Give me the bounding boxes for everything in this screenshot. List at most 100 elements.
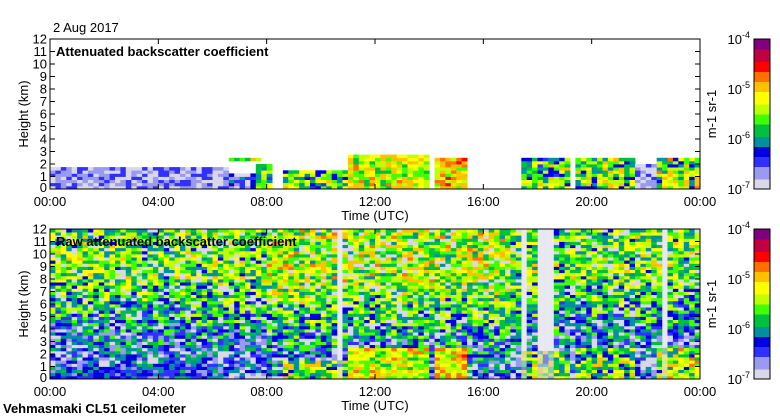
heatmap-cell [450,300,457,305]
heatmap-cell [494,366,500,370]
heatmap-cell [326,254,333,258]
heatmap-cell [440,164,446,168]
heatmap-cell [299,272,305,277]
heatmap-cell [618,179,625,184]
heatmap-cell [423,307,430,311]
heatmap-cell [152,179,159,184]
heatmap-cell [120,244,127,249]
heatmap-cell [488,357,495,361]
heatmap-cell [82,269,89,274]
heatmap-cell [142,300,148,305]
heatmap-cell [282,229,289,233]
heatmap-cell [375,291,381,295]
heatmap-cell [98,297,105,302]
heatmap-cell [429,297,435,302]
colorbar-segment [754,116,770,120]
heatmap-cell [55,232,62,236]
heatmap-cell [239,254,246,258]
heatmap-cell [217,238,224,242]
heatmap-cell [391,307,398,311]
heatmap-cell [369,369,376,374]
heatmap-cell [223,372,230,377]
heatmap-cell [353,291,360,295]
heatmap-cell [353,272,360,277]
heatmap-cell [423,185,430,190]
heatmap-cell [125,247,132,252]
heatmap-cell [461,322,468,327]
heatmap-cell [494,310,500,314]
heatmap-cell [293,363,300,367]
heatmap-cell [207,266,213,270]
heatmap-cell [407,260,414,264]
heatmap-cell [261,170,268,174]
heatmap-cell [445,282,452,286]
heatmap-cell [331,182,338,187]
heatmap-cell [461,263,468,267]
heatmap-cell [234,275,240,280]
heatmap-cell [412,304,419,308]
heatmap-cell [353,294,360,299]
heatmap-cell [467,275,473,280]
heatmap-cell [488,272,495,277]
heatmap-cell [288,297,295,302]
heatmap-cell [163,369,170,374]
heatmap-cell [228,185,235,190]
heatmap-cell [87,260,94,264]
heatmap-cell [364,241,370,245]
heatmap-cell [483,297,490,302]
heatmap-cell [115,297,121,302]
heatmap-cell [180,332,186,336]
heatmap-cell [440,338,446,342]
heatmap-cell [445,266,452,270]
heatmap-cell [445,338,452,342]
heatmap-cell [234,294,240,299]
heatmap-cell [66,244,73,249]
heatmap-cell [331,269,338,274]
heatmap-cell [147,185,154,190]
heatmap-cell [272,316,278,320]
heatmap-cell [115,179,121,184]
heatmap-cell [239,263,246,267]
heatmap-cell [375,325,381,330]
heatmap-cell [71,232,78,236]
colorbar-segment [754,111,770,115]
heatmap-cell [131,176,138,180]
heatmap-cell [353,247,360,252]
heatmap-cell [272,235,278,239]
heatmap-cell [494,235,500,239]
heatmap-cell [402,238,408,242]
heatmap-cell [380,288,387,292]
heatmap-cell [678,157,685,162]
heatmap-cell [310,291,316,295]
colorbar-segment [754,79,770,82]
heatmap-cell [412,347,419,352]
heatmap-cell [196,167,203,171]
heatmap-cell [212,291,219,295]
heatmap-cell [87,232,94,236]
heatmap-cell [152,350,159,355]
heatmap-cell [190,285,197,289]
heatmap-cell [223,263,230,267]
heatmap-cell [380,235,387,239]
heatmap-cell [423,316,430,320]
heatmap-cell [174,372,181,377]
heatmap-cell [440,322,446,327]
heatmap-cell [412,363,419,367]
heatmap-cell [212,179,219,184]
heatmap-cell [277,269,284,274]
heatmap-cell [147,357,154,361]
heatmap-cell [185,167,192,171]
heatmap-cell [429,263,435,267]
heatmap-cell [277,260,284,264]
heatmap-cell [174,366,181,370]
heatmap-cell [450,167,457,171]
heatmap-cell [261,319,268,324]
heatmap-cell [60,170,67,174]
heatmap-cell [190,272,197,277]
heatmap-cell [429,244,435,249]
heatmap-cell [245,332,251,336]
heatmap-cell [142,173,148,177]
heatmap-cell [131,173,138,177]
heatmap-cell [375,275,381,280]
heatmap-cell [196,357,203,361]
